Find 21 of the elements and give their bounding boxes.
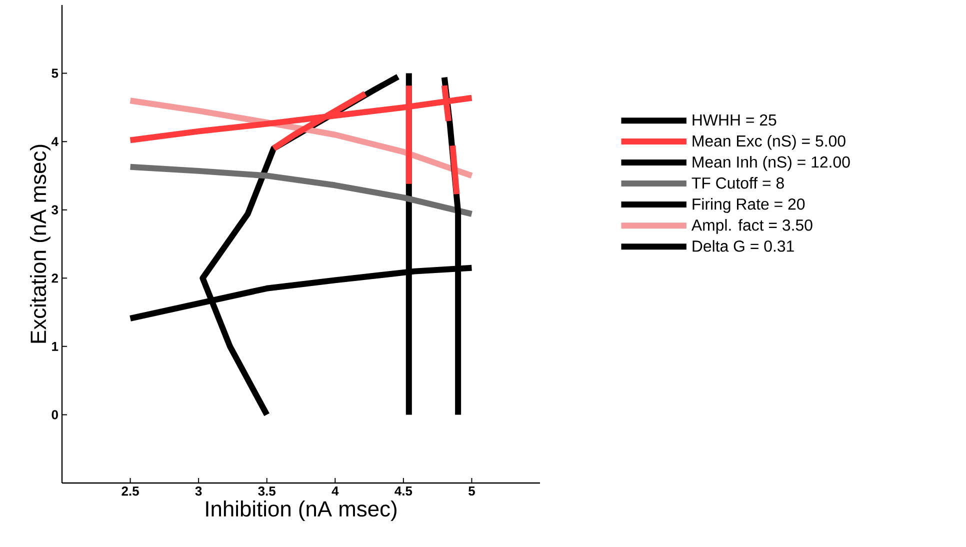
y-tick-label: 5 — [52, 68, 58, 78]
legend-label: Mean Inh (nS) = 12.00 — [692, 156, 850, 171]
legend-label: HWHH = 25 — [692, 114, 776, 126]
legend-label: Mean Exc (nS) = 5.00 — [692, 134, 846, 150]
legend-label: Firing Rate = 20 — [692, 198, 805, 213]
y-axis-title: Excitation (nA msec) — [30, 144, 50, 343]
y-tick-label: 1 — [52, 342, 58, 351]
x-tick-label: 5 — [468, 486, 475, 496]
x-tick-label: 4.5 — [394, 486, 412, 496]
y-tick-label: 2 — [52, 274, 58, 283]
legend-label: Delta G = 0.31 — [692, 240, 794, 252]
x-tick-label: 3 — [195, 486, 202, 496]
legend-label: Ampl. fact = 3.50 — [691, 219, 812, 234]
x-axis-title: Inhibition (nA msec) — [206, 500, 396, 521]
legend-label: TF Cutoff = 8 — [692, 177, 784, 189]
x-tick-label: 2.5 — [122, 486, 139, 496]
y-tick-label: 0 — [52, 410, 58, 420]
x-tick-label: 3.5 — [258, 486, 276, 496]
y-tick-label: 3 — [52, 205, 58, 214]
y-tick-label: 4 — [51, 137, 58, 146]
x-tick-label: 4 — [332, 486, 339, 496]
